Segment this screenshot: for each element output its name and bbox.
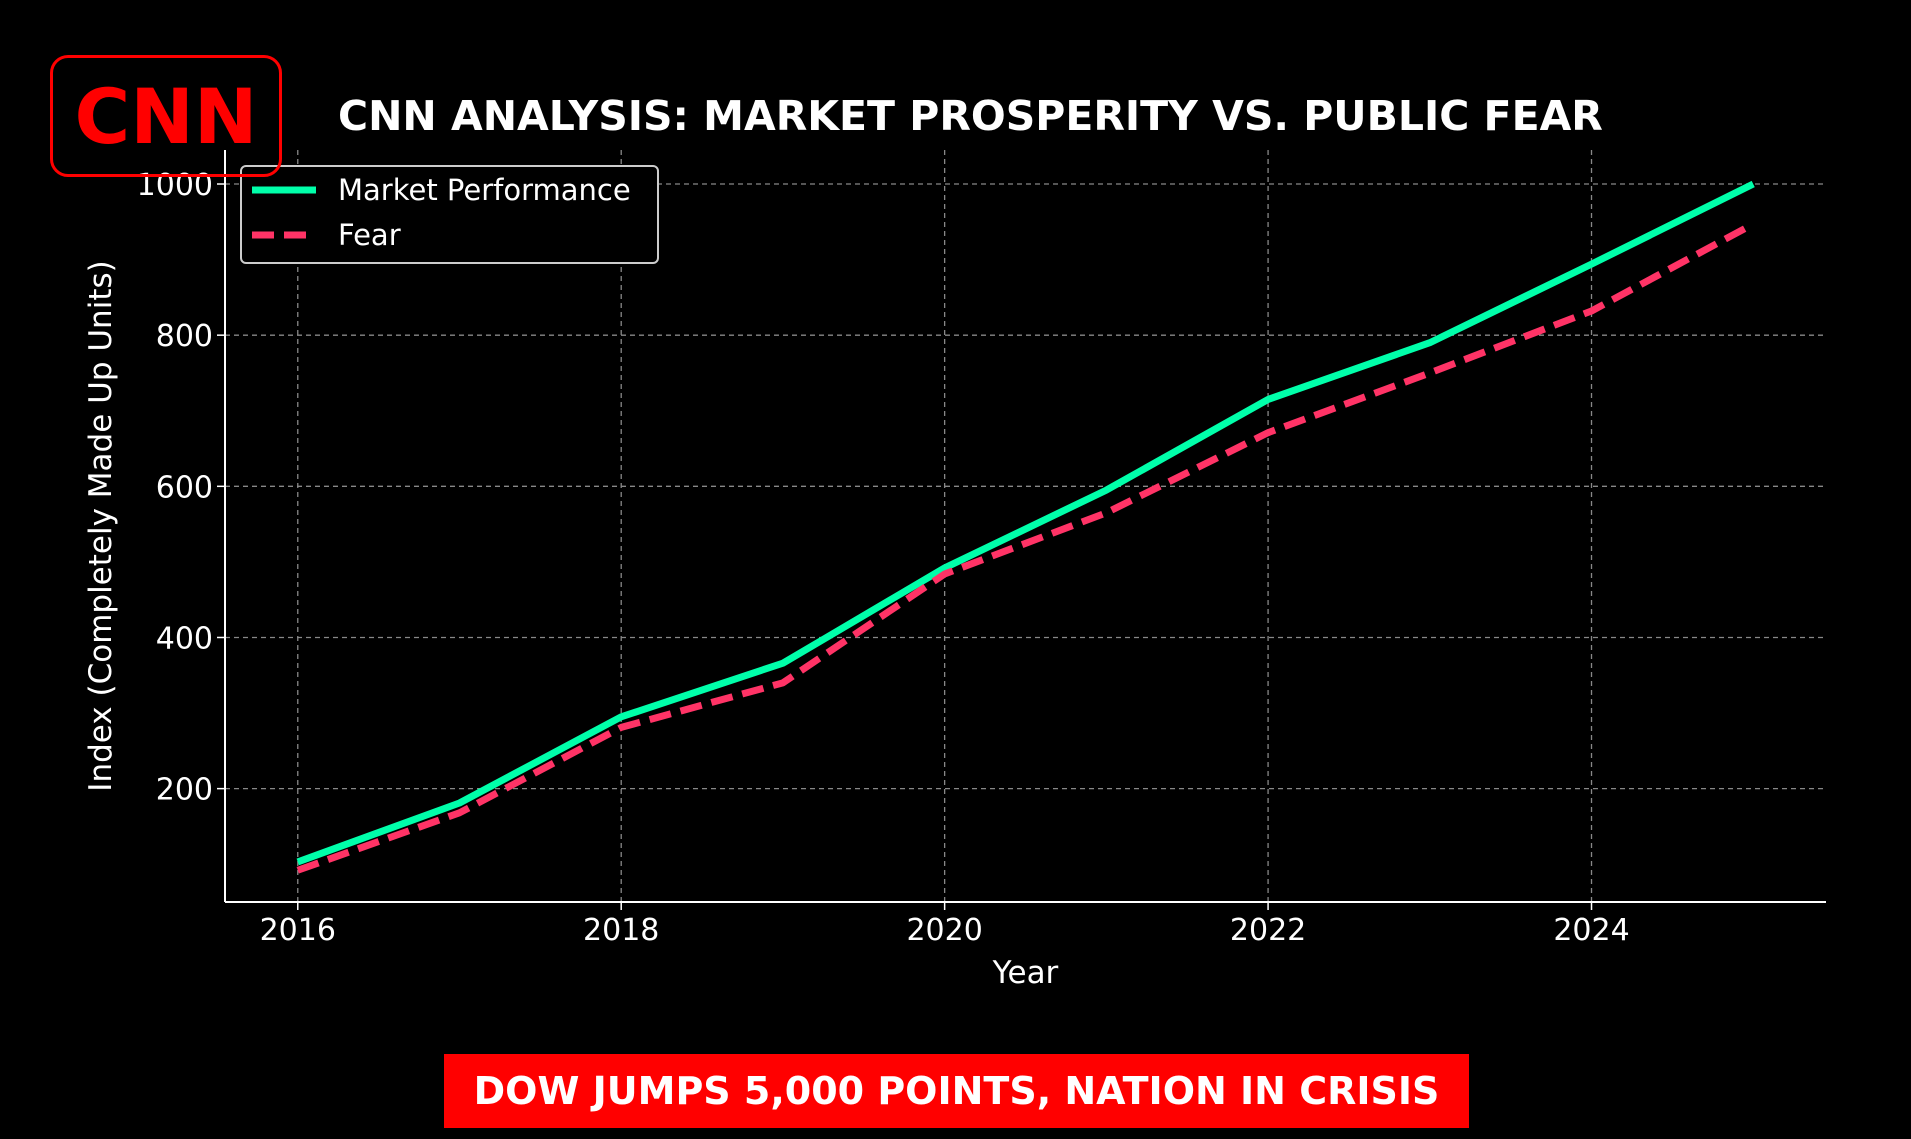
- x-tick-label: 2022: [1230, 913, 1306, 948]
- y-tick-label: 200: [156, 773, 213, 808]
- series-line: [296, 220, 1755, 874]
- legend-frame: [240, 165, 659, 264]
- x-tick-label: 2018: [583, 913, 659, 948]
- legend: Market Performance Fear: [240, 165, 659, 264]
- y-axis-label: Index (Completely Made Up Units): [83, 260, 119, 791]
- series-market-performance: [296, 180, 1755, 866]
- headline-banner: DOW JUMPS 5,000 POINTS, NATION IN CRISIS: [444, 1054, 1469, 1128]
- cnn-logo: CNN: [50, 55, 282, 177]
- x-tick-label: 2016: [260, 913, 336, 948]
- y-tick-label: 400: [156, 621, 213, 656]
- chart-title: CNN ANALYSIS: MARKET PROSPERITY VS. PUBL…: [338, 92, 1603, 140]
- y-tick-label: 600: [156, 470, 213, 505]
- series-fear: [296, 220, 1755, 874]
- series-line: [296, 180, 1755, 866]
- legend-label: Fear: [338, 218, 401, 252]
- y-tick-label: 800: [156, 319, 213, 354]
- legend-label: Market Performance: [338, 173, 631, 207]
- x-axis-label: Year: [992, 955, 1059, 991]
- y-tick-label: 1000: [137, 168, 213, 203]
- x-tick-label: 2020: [906, 913, 982, 948]
- x-tick-label: 2024: [1553, 913, 1629, 948]
